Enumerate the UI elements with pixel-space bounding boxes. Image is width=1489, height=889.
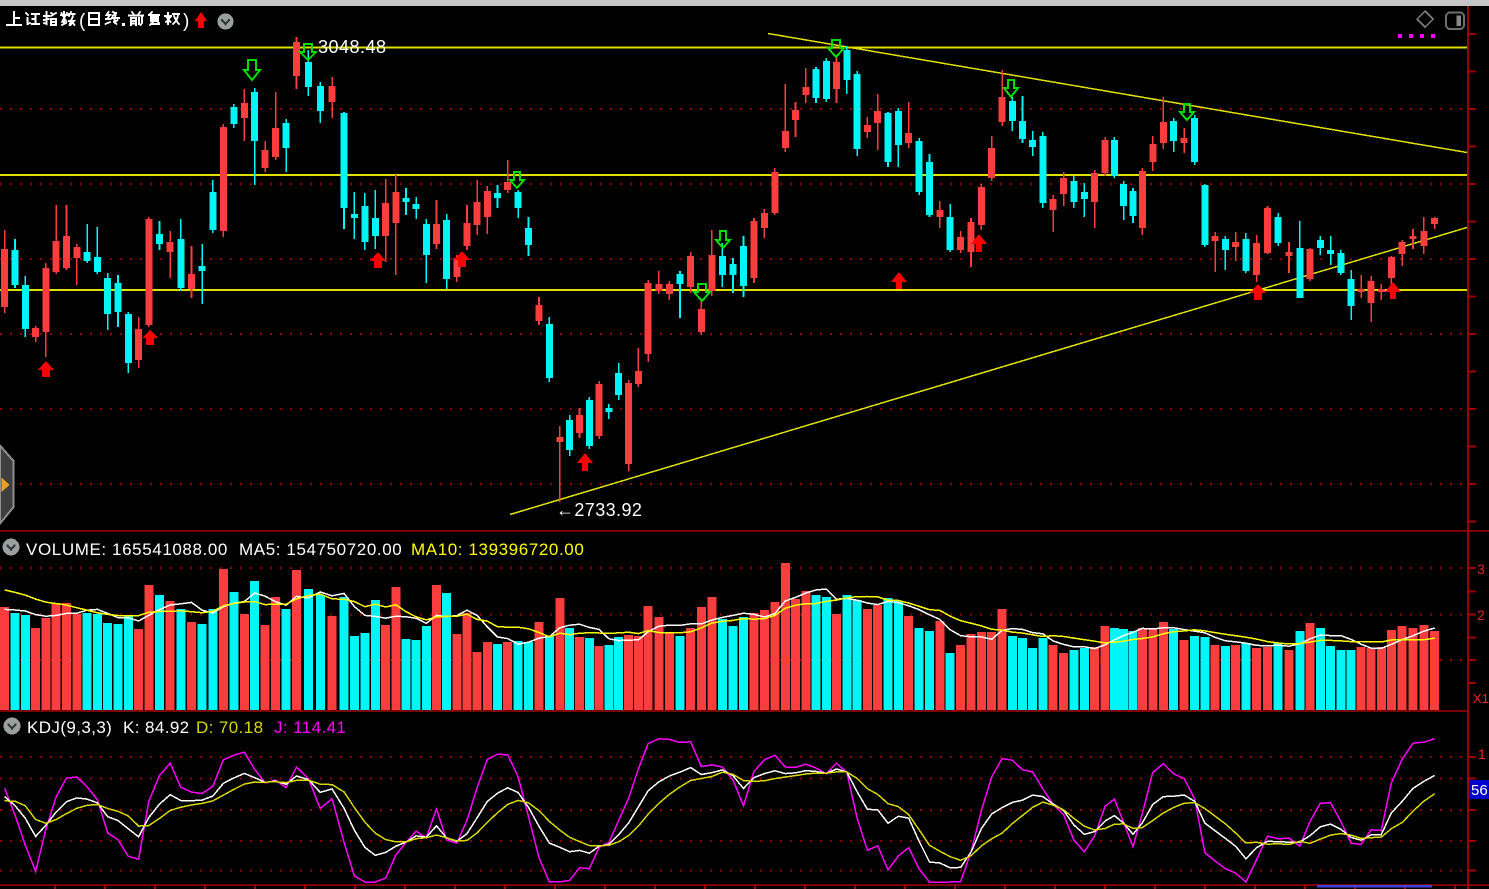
svg-text:J: 114.41: J: 114.41 (274, 718, 346, 737)
svg-text:KDJ(9,3,3): KDJ(9,3,3) (27, 718, 112, 737)
svg-text:K: 84.92: K: 84.92 (123, 718, 190, 737)
svg-text:←2733.92: ←2733.92 (556, 500, 642, 520)
svg-text:D: 70.18: D: 70.18 (196, 718, 263, 737)
svg-text:MA10: 139396720.00: MA10: 139396720.00 (411, 540, 584, 559)
svg-text:MA5: 154750720.00: MA5: 154750720.00 (239, 540, 402, 559)
svg-text:1: 1 (1478, 746, 1486, 762)
svg-text:): ) (183, 11, 189, 32)
svg-text:3: 3 (1477, 561, 1485, 577)
svg-text:56: 56 (1471, 782, 1488, 799)
svg-text:(: ( (79, 11, 86, 32)
svg-text:X1: X1 (1473, 691, 1489, 706)
svg-text:3048.48: 3048.48 (318, 37, 387, 57)
svg-text:VOLUME: 165541088.00: VOLUME: 165541088.00 (26, 540, 228, 559)
svg-text:2: 2 (1477, 607, 1485, 623)
